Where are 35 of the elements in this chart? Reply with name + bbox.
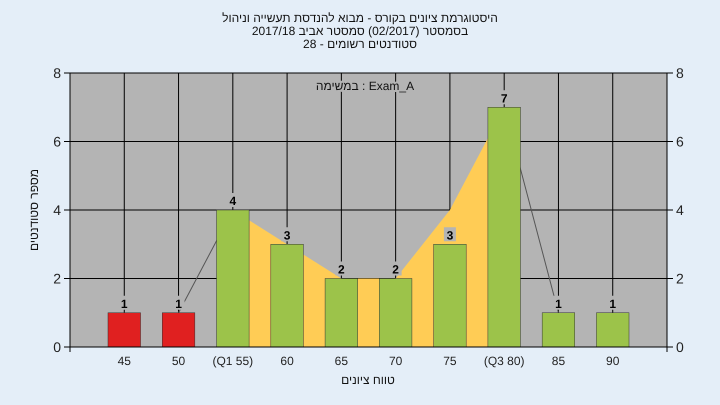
data-label: 3 [284, 228, 291, 242]
data-label: 4 [229, 194, 236, 208]
y-tick-label: 2 [53, 270, 62, 286]
x-tick-label: 90 [606, 354, 620, 368]
y2-tick-label: 4 [676, 202, 684, 218]
chart-subtitle: בסמסטר (02/2017) סמסטר אביב 2017/18 [252, 24, 468, 38]
x-tick-label: (Q3 80) [484, 354, 525, 368]
y2-tick-label: 6 [676, 134, 684, 150]
x-axis-title: טווח ציונים [341, 373, 396, 387]
y-tick-label: 0 [53, 339, 62, 355]
data-label: 2 [338, 262, 346, 276]
data-label: 7 [500, 91, 508, 106]
data-label: 2 [392, 262, 400, 276]
data-label: 1 [555, 296, 562, 311]
text: סטודנטים רשומים - 28 [303, 37, 418, 51]
x-tick-label: 85 [552, 354, 566, 368]
y-axis-title: מספר סטודנטים [27, 168, 41, 252]
x-tick-label: 45 [118, 354, 132, 368]
data-label: 1 [175, 296, 182, 311]
x-tick-label: 50 [172, 354, 186, 368]
data-label: 3 [446, 228, 454, 242]
y-tick-label: 6 [53, 134, 62, 150]
x-tick-label: 75 [443, 354, 457, 368]
data-label: 1 [120, 296, 128, 311]
y-tick-label: 4 [53, 202, 62, 218]
x-tick-label: 70 [388, 354, 403, 368]
data-label: 1 [609, 296, 616, 311]
x-tick-label: (Q1 55) [212, 354, 254, 368]
y-tick-label: 8 [53, 65, 62, 81]
x-tick-label: 60 [280, 354, 294, 368]
y2-tick-label: 8 [676, 65, 684, 81]
y2-tick-label: 0 [676, 339, 684, 355]
x-tick-label: 65 [334, 354, 348, 368]
y2-tick-label: 2 [676, 270, 684, 286]
chart-title: היסטוגרמת ציונים בקורס - מבוא להנדסת תעשייה וניהול [222, 11, 498, 25]
